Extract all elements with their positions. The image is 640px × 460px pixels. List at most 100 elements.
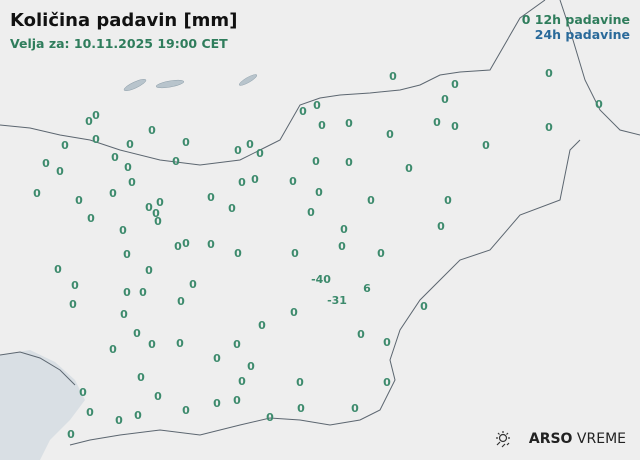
station-value: 0	[177, 295, 185, 308]
station-value: 0	[154, 215, 162, 228]
page-title: Količina padavin [mm]	[10, 10, 238, 31]
station-value: 0	[109, 343, 117, 356]
country-border	[559, 0, 640, 136]
station-value: 0	[61, 139, 69, 152]
station-value: 0	[247, 360, 255, 373]
station-value: 0	[238, 176, 246, 189]
country-border	[0, 351, 76, 386]
station-value: 0	[69, 298, 77, 311]
station-value: 0	[383, 376, 391, 389]
station-value: 0	[289, 175, 297, 188]
station-value: 0	[42, 157, 50, 170]
arso-logo: ARSO VREME	[493, 430, 626, 448]
station-value: 0	[75, 194, 83, 207]
station-value: 0	[318, 119, 326, 132]
station-value: 0	[79, 386, 87, 399]
station-value: 0	[545, 121, 553, 134]
station-value: 0	[172, 155, 180, 168]
station-value: 0	[115, 414, 123, 427]
station-value: 0	[258, 319, 266, 332]
station-value: 0	[145, 264, 153, 277]
station-value: 0	[234, 247, 242, 260]
station-value: 0	[266, 411, 274, 424]
station-value: 0	[299, 105, 307, 118]
station-value: 0	[137, 371, 145, 384]
station-value: 0	[152, 207, 160, 220]
station-value: 0	[86, 406, 94, 419]
station-value: 0	[33, 187, 41, 200]
station-value: 0	[109, 187, 117, 200]
station-value: 0	[124, 161, 132, 174]
station-value: 0	[145, 201, 153, 214]
station-value: 0	[154, 390, 162, 403]
station-value: -40	[311, 273, 331, 286]
station-value: 0	[291, 247, 299, 260]
station-value: 0	[148, 124, 156, 137]
station-value: 0	[156, 196, 164, 209]
station-value: 0	[139, 286, 147, 299]
station-value: 0	[340, 223, 348, 236]
station-value: 0	[234, 144, 242, 157]
station-value: 0	[405, 162, 413, 175]
station-value: 0	[176, 337, 184, 350]
station-value: 0	[251, 173, 259, 186]
station-value: 0	[296, 376, 304, 389]
station-value: 0	[357, 328, 365, 341]
country-border	[69, 139, 581, 446]
station-value: 0	[290, 306, 298, 319]
legend-symbol: 0	[521, 12, 531, 27]
legend-12h-label: 12h padavine	[534, 12, 630, 27]
station-value: 0	[119, 224, 127, 237]
station-value: 0	[315, 186, 323, 199]
station-value: 0	[233, 338, 241, 351]
station-value: 0	[433, 116, 441, 129]
legend: 0 12h padavine 24h padavine	[522, 12, 630, 42]
lake	[155, 79, 185, 89]
station-value: 0	[386, 128, 394, 141]
lake	[239, 74, 257, 86]
station-value: 0	[134, 409, 142, 422]
station-value: 0	[545, 67, 553, 80]
logo-brand-bold: ARSO	[528, 431, 573, 447]
station-value: 0	[297, 402, 305, 415]
station-value: 0	[148, 338, 156, 351]
station-value: 0	[133, 327, 141, 340]
station-value: 0	[383, 336, 391, 349]
station-value: 0	[174, 240, 182, 253]
station-value: 0	[182, 136, 190, 149]
station-value: 0	[207, 191, 215, 204]
station-value: 0	[87, 212, 95, 225]
station-value: 0	[111, 151, 119, 164]
station-value: 0	[444, 194, 452, 207]
lake	[123, 78, 147, 92]
station-value: 0	[233, 394, 241, 407]
station-value: 0	[213, 397, 221, 410]
station-value: 0	[92, 109, 100, 122]
station-value: 0	[389, 70, 397, 83]
station-value: 0	[345, 156, 353, 169]
station-value: 0	[345, 117, 353, 130]
station-value: 0	[182, 237, 190, 250]
station-value: 0	[451, 120, 459, 133]
station-value: 0	[123, 286, 131, 299]
station-value: 0	[312, 155, 320, 168]
country-border	[0, 0, 546, 166]
station-value: 0	[313, 99, 321, 112]
station-value: 0	[123, 248, 131, 261]
station-value: 0	[71, 279, 79, 292]
legend-12h: 0 12h padavine	[522, 12, 630, 27]
valid-time: Velja za: 10.11.2025 19:00 CET	[10, 36, 228, 51]
station-value: 0	[85, 115, 93, 128]
station-value: 0	[441, 93, 449, 106]
station-value: 0	[126, 138, 134, 151]
station-value: 0	[420, 300, 428, 313]
logo-brand-light: VREME	[576, 431, 626, 447]
sun-rain-icon	[495, 431, 510, 448]
station-value: 0	[128, 176, 136, 189]
station-value: 0	[451, 78, 459, 91]
station-value: 0	[256, 147, 264, 160]
station-value: 0	[238, 375, 246, 388]
legend-24h-label: 24h padavine	[534, 27, 630, 42]
station-value: 0	[228, 202, 236, 215]
